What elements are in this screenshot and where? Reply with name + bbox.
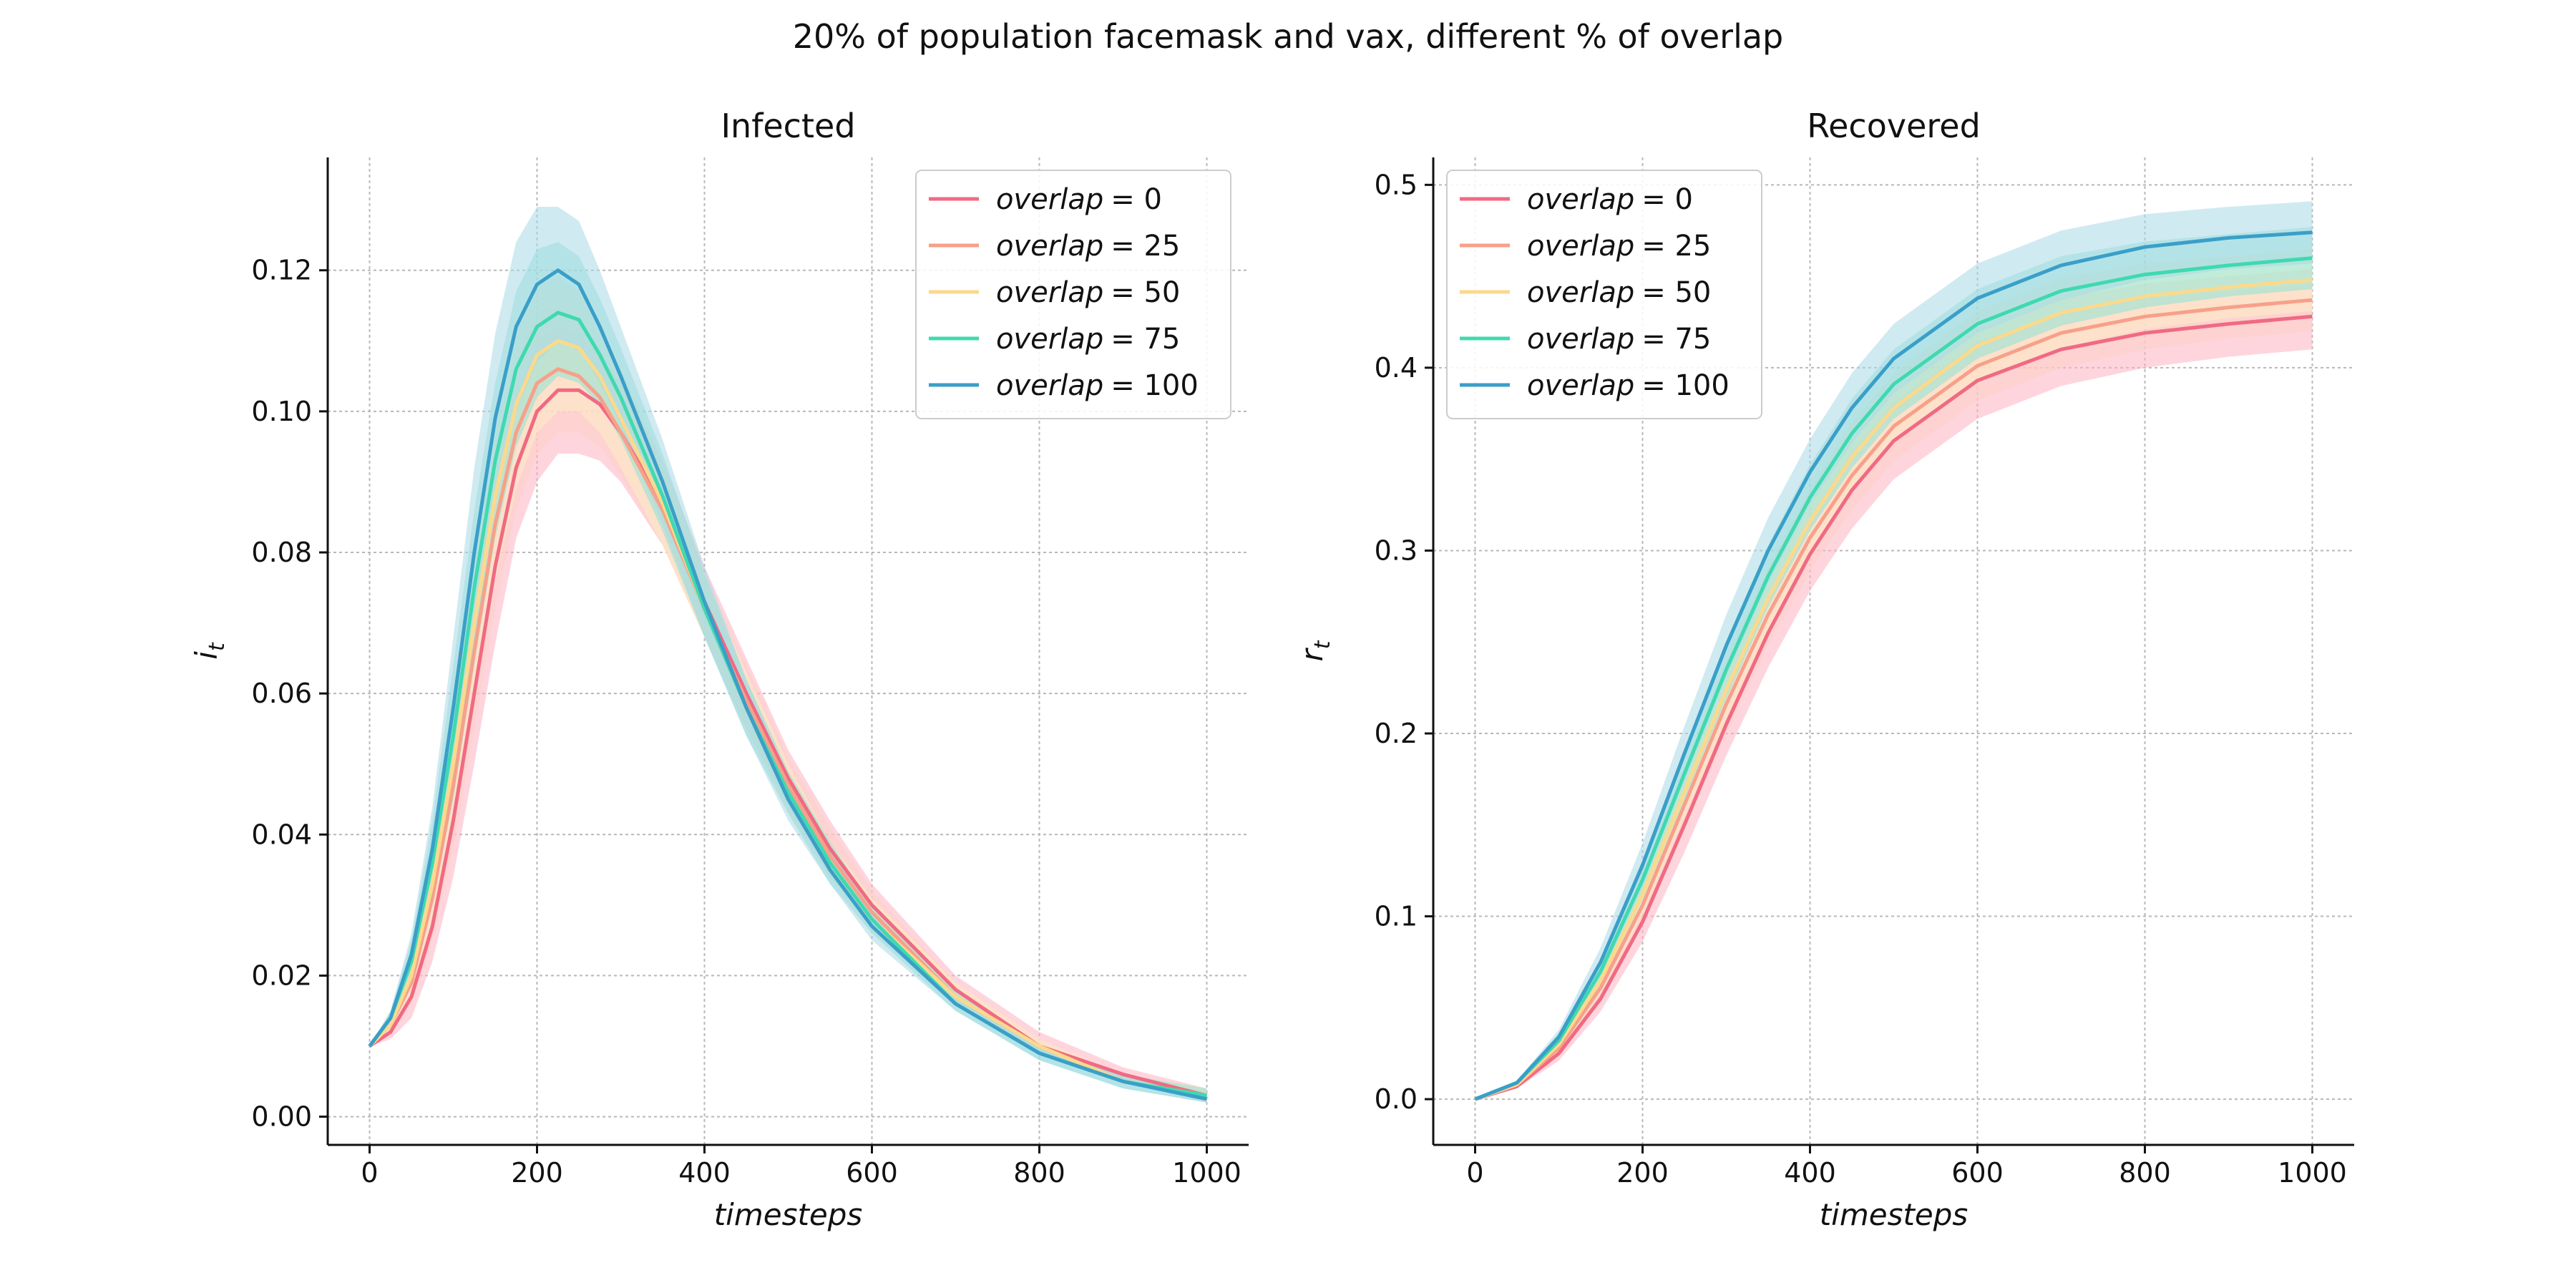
infected-legend-label-1: overlap = 25 — [996, 230, 1180, 263]
recovered-series-line-0 — [1474, 314, 2313, 1101]
infected-y-label: it — [189, 642, 230, 660]
infected-x-label: timesteps — [714, 1197, 863, 1232]
figure-title: 20% of population facemask and vax, diff… — [792, 17, 1784, 56]
infected-ytick-label-0: 0.00 — [251, 1101, 312, 1133]
infected-legend-label-0: overlap = 0 — [996, 183, 1162, 216]
infected-legend-box — [915, 170, 1231, 419]
recovered-legend-label-0: overlap = 0 — [1527, 183, 1693, 216]
recovered-xtick-label-4: 800 — [2119, 1157, 2171, 1189]
recovered-ytick-label-4: 0.4 — [1375, 352, 1418, 384]
recovered-legend-val-1: = 25 — [1641, 230, 1711, 263]
recovered-legend-var-2: overlap — [1527, 276, 1634, 309]
infected-legend-var-2: overlap — [996, 276, 1103, 309]
infected-xtick-label-5: 1000 — [1172, 1157, 1241, 1189]
recovered-y-label-main: r — [1294, 648, 1330, 662]
infected-legend-val-3: = 75 — [1111, 323, 1180, 356]
recovered-legend-var-1: overlap — [1527, 230, 1634, 263]
infected-ytick-label-2: 0.04 — [251, 819, 312, 850]
recovered-ytick-label-2: 0.2 — [1375, 718, 1418, 749]
infected-series-line-0 — [369, 388, 1208, 1098]
infected-y-label-sub: t — [205, 642, 230, 651]
recovered-series-line-3 — [1474, 256, 2313, 1101]
recovered-series-line-2 — [1474, 278, 2313, 1101]
infected-legend-val-1: = 25 — [1111, 230, 1180, 263]
infected-xtick-label-4: 800 — [1013, 1157, 1065, 1189]
infected-panel-title: Infected — [721, 107, 855, 145]
recovered-xtick-label-1: 200 — [1616, 1157, 1669, 1189]
recovered-legend-box — [1446, 170, 1762, 419]
recovered-legend-val-3: = 75 — [1641, 323, 1711, 356]
recovered-legend-label-4: overlap = 100 — [1527, 369, 1729, 402]
recovered-series-line-1 — [1474, 298, 2313, 1101]
infected-ytick-label-4: 0.08 — [251, 537, 312, 568]
recovered-panel: 0 200 400 600 800 1000 0.0 0.1 0.2 0.3 0.4 0.5 Recov… — [1294, 107, 2354, 1232]
recovered-panel-title: Recovered — [1807, 107, 1981, 145]
recovered-legend-label-1: overlap = 25 — [1527, 230, 1711, 263]
infected-legend-var-4: overlap — [996, 369, 1103, 402]
recovered-xtick-label-5: 1000 — [2278, 1157, 2347, 1189]
recovered-legend-label-2: overlap = 50 — [1527, 276, 1711, 309]
infected-legend-var-0: overlap — [996, 183, 1103, 216]
infected-series-line-1 — [368, 367, 1207, 1098]
recovered-band-3 — [1475, 227, 2313, 1100]
infected-series-line-4 — [368, 268, 1208, 1101]
recovered-y-label-sub: t — [1310, 640, 1335, 649]
infected-legend-val-4: = 100 — [1111, 369, 1199, 402]
infected-legend-val-0: = 0 — [1111, 183, 1162, 216]
infected-legend-val-2: = 50 — [1111, 276, 1180, 309]
infected-legend-var-3: overlap — [996, 323, 1103, 356]
infected-legend-label-4: overlap = 100 — [996, 369, 1199, 402]
recovered-legend-var-0: overlap — [1527, 183, 1634, 216]
infected-legend-var-1: overlap — [996, 230, 1103, 263]
recovered-legend-var-3: overlap — [1527, 323, 1634, 356]
infected-ytick-label-6: 0.12 — [251, 255, 312, 286]
infected-xtick-label-2: 400 — [678, 1157, 731, 1189]
recovered-series-line-4 — [1474, 230, 2313, 1101]
recovered-ytick-label-3: 0.3 — [1375, 535, 1418, 566]
recovered-legend-label-3: overlap = 75 — [1527, 323, 1711, 356]
infected-ytick-label-5: 0.10 — [251, 396, 312, 427]
recovered-x-label: timesteps — [1820, 1197, 1968, 1232]
recovered-y-label: rt — [1294, 640, 1335, 661]
recovered-xtick-label-0: 0 — [1466, 1157, 1483, 1189]
infected-panel: 0 200 400 600 800 1000 0.00 0.02 0.04 0.06 0.08 0.1… — [189, 107, 1249, 1232]
infected-legend-label-2: overlap = 50 — [996, 276, 1180, 309]
recovered-ytick-label-5: 0.5 — [1375, 169, 1418, 200]
infected-legend-label-3: overlap = 75 — [996, 323, 1180, 356]
recovered-ytick-label-1: 0.1 — [1375, 901, 1418, 932]
infected-xtick-label-1: 200 — [511, 1157, 563, 1189]
recovered-legend-var-4: overlap — [1527, 369, 1634, 402]
recovered-band-4 — [1475, 201, 2313, 1100]
recovered-legend-val-4: = 100 — [1641, 369, 1729, 402]
infected-series-line-3 — [368, 311, 1207, 1098]
infected-ytick-label-1: 0.02 — [251, 960, 312, 991]
recovered-xtick-label-3: 600 — [1951, 1157, 2004, 1189]
infected-y-label-main: i — [189, 651, 224, 660]
recovered-legend-val-2: = 50 — [1641, 276, 1711, 309]
infected-ytick-label-3: 0.06 — [251, 678, 312, 709]
infected-xtick-label-0: 0 — [361, 1157, 378, 1189]
recovered-band-2 — [1475, 248, 2313, 1100]
infected-xtick-label-3: 600 — [846, 1157, 898, 1189]
recovered-legend-val-0: = 0 — [1641, 183, 1693, 216]
recovered-xtick-label-2: 400 — [1784, 1157, 1836, 1189]
recovered-ytick-label-0: 0.0 — [1375, 1083, 1418, 1115]
